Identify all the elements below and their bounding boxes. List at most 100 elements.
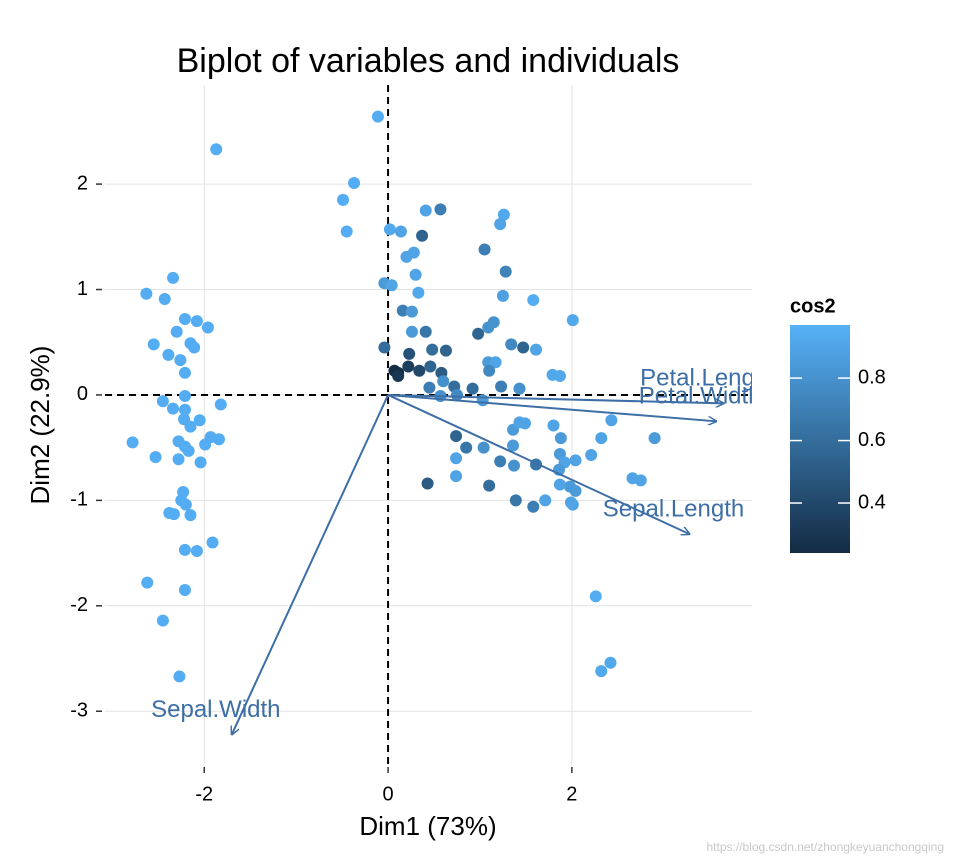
point (595, 432, 608, 445)
point (178, 583, 191, 596)
point (179, 498, 192, 511)
point (147, 338, 160, 351)
point (648, 432, 661, 445)
variable-label: Sepal.Length (603, 495, 744, 522)
point (199, 438, 212, 451)
point (149, 451, 162, 464)
variable-arrow (387, 394, 689, 534)
point (383, 223, 396, 236)
point (589, 590, 602, 603)
y-axis-label: Dim2 (22.9%) (25, 346, 55, 505)
variable-arrow (388, 393, 723, 403)
point (184, 420, 197, 433)
point (527, 294, 540, 307)
point (494, 218, 507, 231)
point (178, 543, 191, 556)
point (505, 338, 518, 351)
point (497, 208, 510, 221)
point (182, 444, 195, 457)
colorbar-tick-label: 0.8 (858, 366, 886, 388)
point (482, 321, 495, 334)
point (419, 325, 432, 338)
variable-label: Petal.Width (639, 383, 762, 410)
point (184, 509, 197, 522)
point (402, 360, 415, 373)
point (392, 369, 405, 382)
point (450, 470, 463, 483)
point (553, 369, 566, 382)
point (405, 325, 418, 338)
point (434, 203, 447, 216)
point (518, 417, 531, 430)
point (413, 364, 426, 377)
point (513, 382, 526, 395)
point (396, 304, 409, 317)
point (569, 454, 582, 467)
point (174, 354, 187, 367)
y-tick-label: -1 (70, 489, 88, 511)
point (178, 403, 191, 416)
point (173, 670, 186, 683)
point (178, 390, 191, 403)
point (605, 414, 618, 427)
point (212, 433, 225, 446)
point (385, 279, 398, 292)
point (167, 402, 180, 415)
point (507, 439, 520, 452)
point (210, 143, 223, 156)
point (416, 229, 429, 242)
point (178, 313, 191, 326)
point (141, 576, 154, 589)
point (450, 452, 463, 465)
x-tick-label: 2 (566, 783, 577, 805)
point (407, 246, 420, 259)
point (527, 500, 540, 513)
point (419, 204, 432, 217)
point (412, 286, 425, 299)
point (530, 343, 543, 356)
point (371, 110, 384, 123)
chart-title: Biplot of variables and individuals (177, 42, 680, 80)
y-tick-label: -3 (70, 700, 88, 722)
y-tick-label: 1 (77, 278, 88, 300)
y-tick-label: 2 (77, 172, 88, 194)
point (634, 474, 647, 487)
legend-title: cos2 (790, 295, 836, 317)
point (466, 382, 479, 395)
variable-label: Petal.Length (640, 365, 775, 392)
point (477, 441, 490, 454)
point (595, 665, 608, 678)
point (494, 455, 507, 468)
point (348, 177, 361, 190)
point (170, 325, 183, 338)
watermark: https://blog.csdn.net/zhongkeyuanchongqi… (706, 840, 944, 854)
point (190, 315, 203, 328)
point (337, 193, 350, 206)
point (566, 498, 579, 511)
point (495, 380, 508, 393)
variable-arrow (232, 394, 389, 734)
point (460, 441, 473, 454)
point (190, 544, 203, 557)
point (496, 289, 509, 302)
point (450, 388, 463, 401)
colorbar-tick-label: 0.6 (858, 429, 886, 451)
point (162, 348, 175, 361)
variable-label: Sepal.Width (151, 696, 280, 723)
point (604, 656, 617, 669)
point (167, 508, 180, 521)
x-tick-label: 0 (383, 783, 394, 805)
point (340, 225, 353, 238)
point (585, 449, 598, 462)
point (194, 456, 207, 469)
point (206, 536, 219, 549)
point (409, 268, 422, 281)
point (403, 347, 416, 360)
point (554, 432, 567, 445)
point (499, 265, 512, 278)
point (172, 453, 185, 466)
point (158, 293, 171, 306)
colorbar-tick-label: 0.4 (858, 491, 886, 513)
